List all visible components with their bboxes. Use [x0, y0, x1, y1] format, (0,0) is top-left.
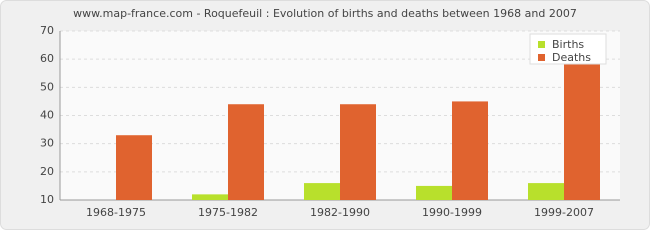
x-tick-label: 1968-1975 [86, 206, 146, 219]
x-tick-label: 1999-2007 [534, 206, 594, 219]
legend-label: Deaths [552, 51, 591, 64]
x-tick-label: 1975-1982 [198, 206, 258, 219]
bar [452, 101, 488, 200]
x-tick-label: 1990-1999 [422, 206, 482, 219]
x-tick-label: 1982-1990 [310, 206, 370, 219]
y-tick-label: 20 [40, 165, 54, 178]
bar [228, 104, 264, 200]
legend-swatch [538, 54, 545, 61]
chart-title: www.map-france.com - Roquefeuil : Evolut… [73, 7, 577, 20]
y-tick-label: 10 [40, 193, 54, 206]
y-tick-label: 40 [40, 109, 54, 122]
y-tick-label: 60 [40, 52, 54, 65]
bar [304, 183, 340, 200]
y-tick-label: 70 [40, 24, 54, 37]
y-tick-label: 30 [40, 137, 54, 150]
bar [528, 183, 564, 200]
bar [192, 194, 228, 200]
bar [116, 135, 152, 200]
bar [340, 104, 376, 200]
bar [416, 185, 452, 200]
bar [564, 61, 600, 200]
y-tick-label: 50 [40, 80, 54, 93]
legend-label: Births [552, 38, 584, 51]
legend-swatch [538, 41, 545, 48]
chart: www.map-france.com - Roquefeuil : Evolut… [0, 0, 650, 230]
